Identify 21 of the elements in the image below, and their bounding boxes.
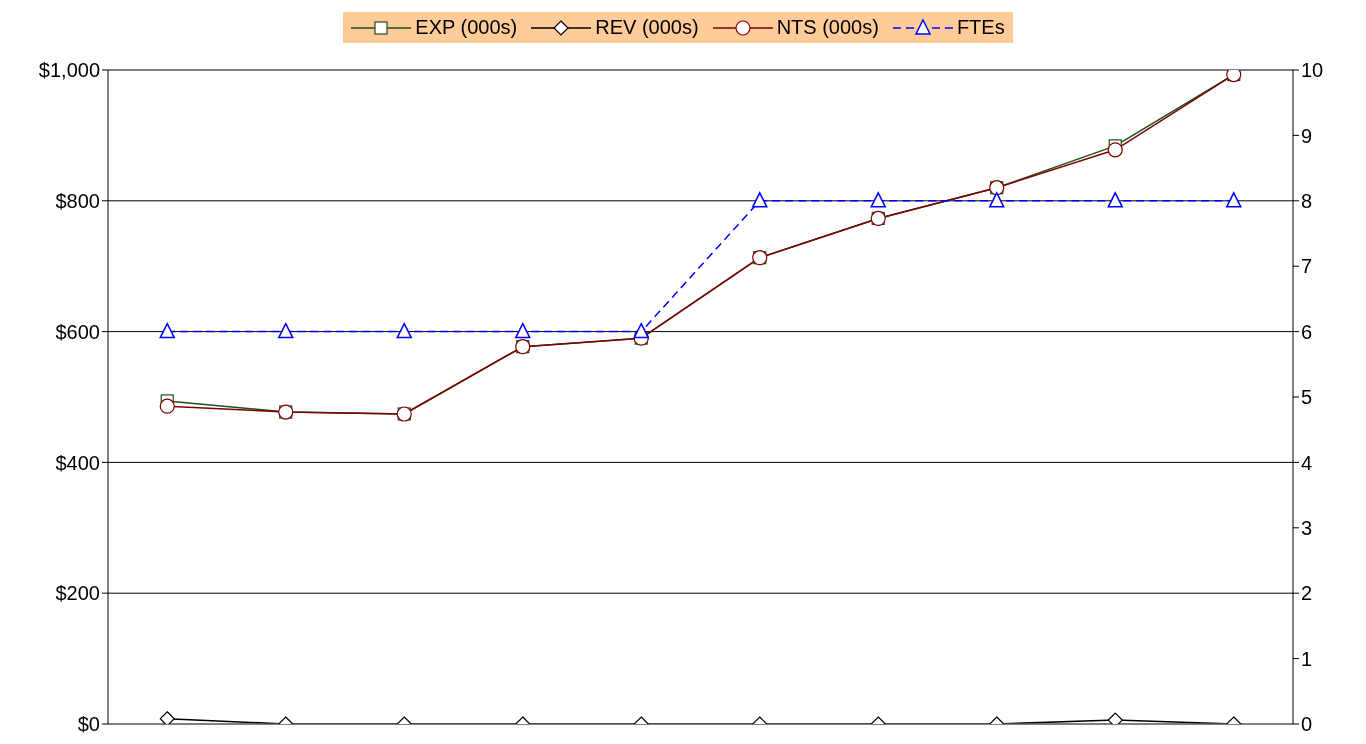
y2-tick-label: 7: [1301, 255, 1313, 278]
y2-tick-label: 5: [1301, 386, 1313, 409]
legend-label: NTS (000s): [776, 16, 879, 39]
y2-tick-label: 3: [1301, 516, 1313, 539]
y-tick-label: $0: [77, 713, 100, 736]
y-tick-label: $1,000: [38, 59, 100, 82]
y2-tick-label: 10: [1301, 59, 1324, 82]
legend-label: FTEs: [956, 16, 1005, 39]
y2-tick-label: 2: [1301, 582, 1313, 605]
y2-tick-label: 0: [1301, 713, 1313, 736]
y-tick-label: $600: [55, 320, 100, 343]
y2-tick-label: 6: [1301, 320, 1313, 343]
y-tick-label: $800: [55, 189, 100, 212]
y-tick-label: $200: [55, 582, 100, 605]
legend-label: REV (000s): [595, 16, 699, 39]
y2-tick-label: 8: [1301, 189, 1313, 212]
y2-tick-label: 4: [1301, 451, 1313, 474]
y2-tick-label: 9: [1301, 124, 1313, 147]
y-tick-label: $400: [55, 451, 100, 474]
legend-label: EXP (000s): [415, 16, 518, 39]
y2-tick-label: 1: [1301, 647, 1313, 670]
